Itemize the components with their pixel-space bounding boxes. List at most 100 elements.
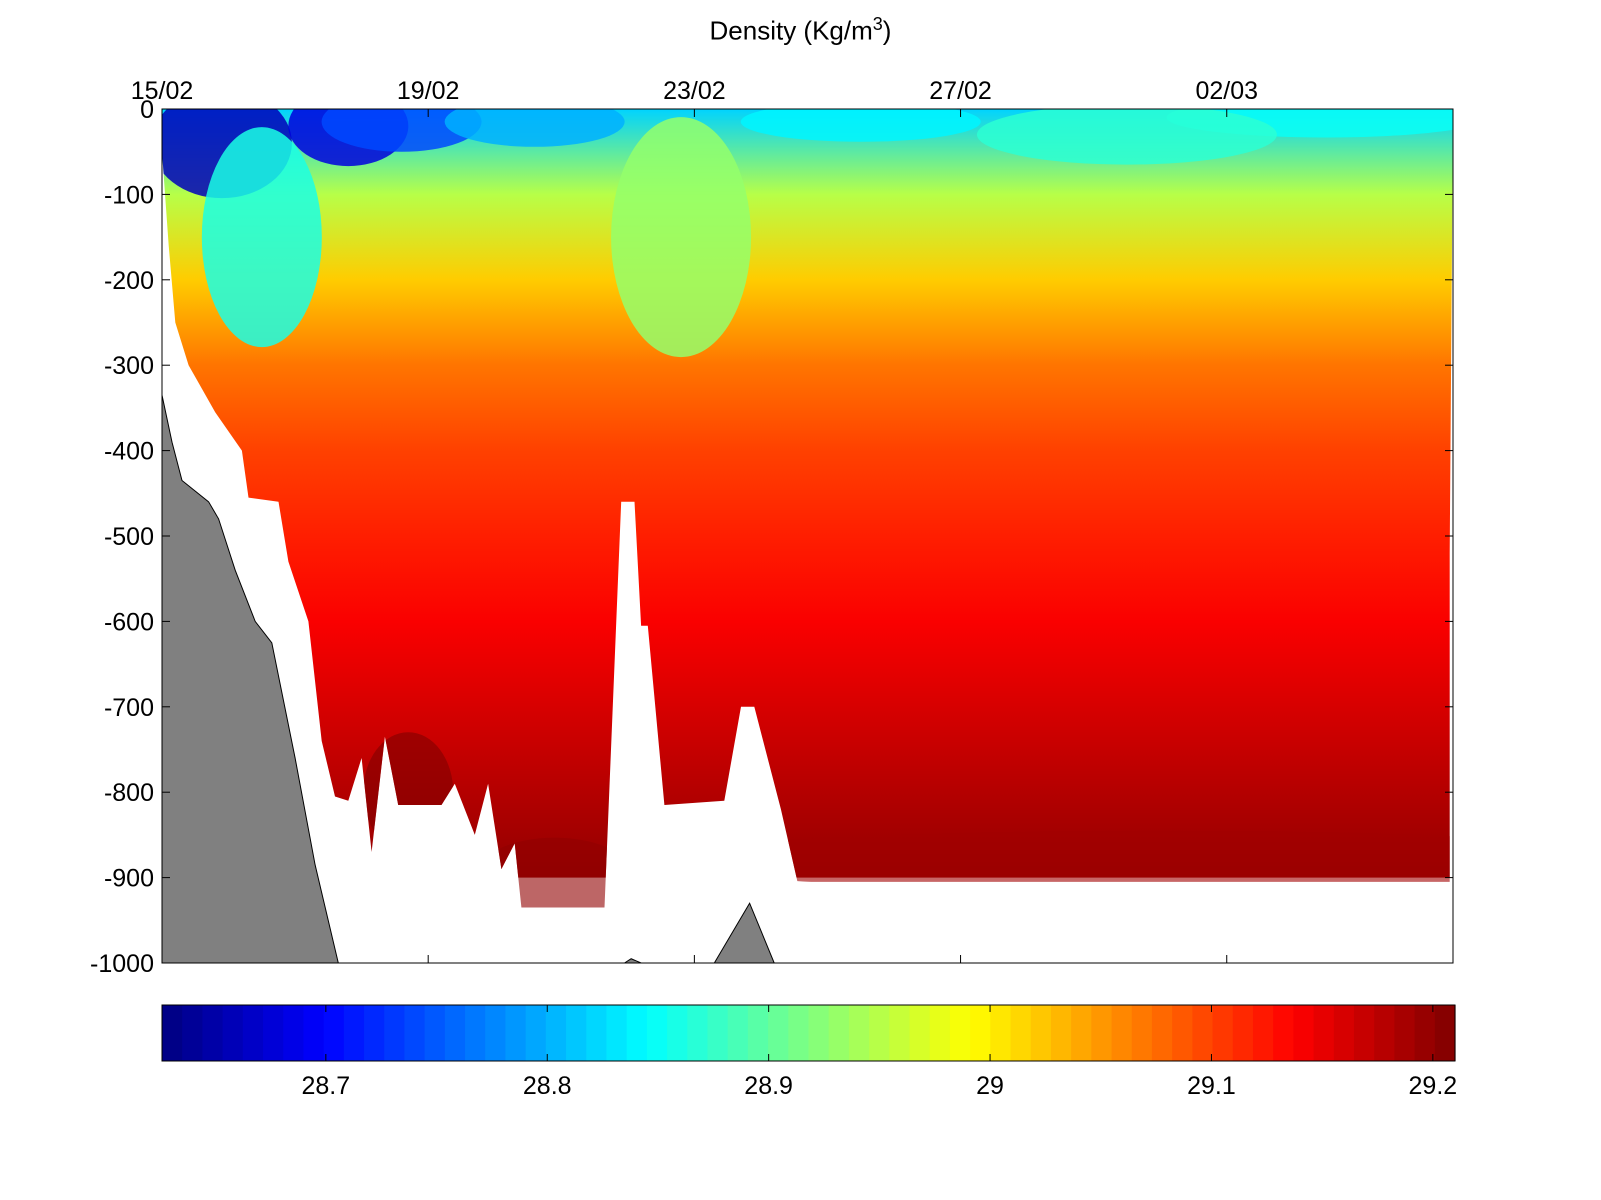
plot-area	[161, 109, 1453, 964]
colorbar-swatch	[1313, 1005, 1335, 1061]
colorbar-swatch	[505, 1005, 527, 1061]
y-tick-label: -700	[104, 694, 154, 722]
colorbar-swatch	[242, 1005, 264, 1061]
colorbar-swatch	[545, 1005, 567, 1061]
colorbar-swatch	[566, 1005, 587, 1061]
colorbar-swatch	[1252, 1005, 1274, 1061]
colorbar-swatch	[1414, 1005, 1436, 1061]
x-tick-label: 02/03	[1195, 77, 1258, 105]
density-patch	[363, 732, 454, 853]
seamount	[713, 902, 775, 964]
y-tick-label: -300	[104, 352, 154, 380]
colorbar-swatch	[222, 1005, 244, 1061]
colorbar-swatch	[1192, 1005, 1214, 1061]
colorbar-swatch	[323, 1005, 345, 1061]
colorbar-tick-label: 28.8	[523, 1072, 572, 1100]
colorbar-swatch	[1071, 1005, 1092, 1061]
bathymetry-land	[161, 394, 339, 964]
density-patch	[976, 109, 1277, 165]
colorbar-swatch	[768, 1005, 789, 1061]
chart-title-close: )	[882, 15, 892, 46]
y-tick-label: 0	[140, 96, 154, 124]
colorbar-swatch	[1293, 1005, 1315, 1061]
colorbar-tick-label: 28.7	[302, 1072, 351, 1100]
y-tick-label: -100	[104, 181, 154, 209]
colorbar-tick-label: 29.1	[1187, 1072, 1236, 1100]
x-tick-label: 27/02	[929, 77, 992, 105]
colorbar-swatch	[202, 1005, 224, 1061]
colorbar-swatch	[1333, 1005, 1355, 1061]
colorbar-swatch	[1010, 1005, 1032, 1061]
seamount	[622, 958, 642, 964]
y-tick-label: -800	[104, 779, 154, 807]
colorbar-swatch	[1394, 1005, 1416, 1061]
y-tick-label: -900	[104, 865, 154, 893]
colorbar-swatch	[1030, 1005, 1052, 1061]
colorbar-swatch	[1091, 1005, 1113, 1061]
colorbar: 28.7 28.8 28.9 29 29.1 29.2	[161, 1004, 1458, 1100]
y-tick-label: -200	[104, 267, 154, 295]
colorbar-tick-label: 29.2	[1409, 1072, 1458, 1100]
colorbar-swatch	[1232, 1005, 1254, 1061]
colorbar-swatch	[1172, 1005, 1193, 1061]
colorbar-swatch	[1151, 1005, 1173, 1061]
y-tick-label: -600	[104, 608, 154, 636]
colorbar-swatch	[404, 1005, 426, 1061]
colorbar-swatch	[869, 1005, 890, 1061]
colorbar-swatch	[808, 1005, 830, 1061]
colorbar-swatch	[929, 1005, 951, 1061]
colorbar-swatch	[162, 1005, 183, 1061]
colorbar-swatch	[990, 1005, 1012, 1061]
colorbar-swatch	[1374, 1005, 1395, 1061]
colorbar-swatch	[1434, 1005, 1456, 1061]
colorbar-swatch	[525, 1005, 547, 1061]
colorbar-tick-label: 28.9	[744, 1072, 793, 1100]
x-tick-label: 15/02	[131, 77, 194, 105]
chart-title-main: Density (Kg/m	[709, 15, 873, 46]
colorbar-swatch	[485, 1005, 507, 1061]
colorbar-swatch	[889, 1005, 911, 1061]
colorbar-swatch	[1050, 1005, 1072, 1061]
colorbar-swatch	[343, 1005, 365, 1061]
colorbar-swatch	[182, 1005, 203, 1061]
colorbar-swatch	[606, 1005, 628, 1061]
colorbar-swatch	[848, 1005, 870, 1061]
colorbar-swatch	[687, 1005, 709, 1061]
colorbar-swatch	[828, 1005, 850, 1061]
colorbar-swatch	[747, 1005, 769, 1061]
density-patch	[740, 109, 981, 142]
colorbar-swatch	[364, 1005, 385, 1061]
x-tick-label: 23/02	[663, 77, 726, 105]
chart-title: Density (Kg/m3)	[0, 14, 1601, 47]
colorbar-swatch	[1212, 1005, 1234, 1061]
colorbar-swatch	[444, 1005, 466, 1061]
colorbar-swatch	[465, 1005, 486, 1061]
colorbar-swatch	[263, 1005, 284, 1061]
colorbar-swatch	[424, 1005, 446, 1061]
colorbar-swatch	[707, 1005, 729, 1061]
colorbar-swatch	[667, 1005, 688, 1061]
density-patch	[444, 109, 625, 147]
colorbar-swatch	[909, 1005, 931, 1061]
colorbar-frame	[161, 1004, 1456, 1062]
colorbar-tick-label: 29	[976, 1072, 1004, 1100]
colorbar-swatch	[626, 1005, 648, 1061]
chart-title-superscript: 3	[872, 14, 883, 34]
axes: 15/02 19/02 23/02 27/02 02/03 0 -100 -200 -300 -4…	[90, 77, 1454, 978]
density-field	[162, 109, 1453, 908]
density-patch	[611, 117, 752, 358]
y-tick-label: -1000	[90, 950, 154, 978]
colorbar-swatch	[949, 1005, 971, 1061]
colorbar-swatch	[303, 1005, 325, 1061]
y-tick-label: -500	[104, 523, 154, 551]
colorbar-swatch	[586, 1005, 608, 1061]
x-tick-label: 19/02	[397, 77, 460, 105]
colorbar-swatch	[1111, 1005, 1133, 1061]
density-patch	[321, 109, 482, 152]
colorbar-swatch	[788, 1005, 810, 1061]
colorbar-swatch	[1131, 1005, 1153, 1061]
density-patch	[474, 837, 635, 908]
colorbar-swatch	[384, 1005, 406, 1061]
